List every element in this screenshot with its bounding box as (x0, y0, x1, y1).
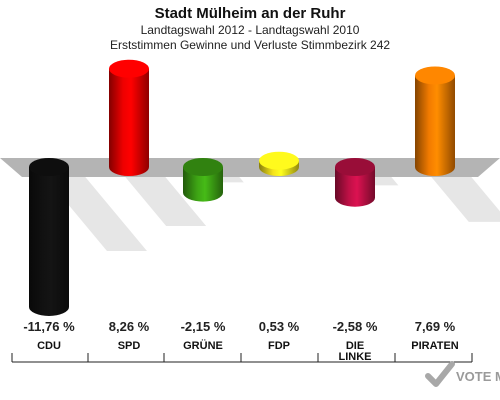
bar-body (415, 75, 455, 176)
chart-subtitle-1: Landtagswahl 2012 - Landtagswahl 2010 (141, 23, 360, 37)
category-label: CDU (37, 340, 61, 352)
bar-shadow (423, 167, 500, 222)
category-label: SPD (118, 340, 141, 352)
bar-cdu (29, 158, 69, 316)
category-label: FDP (268, 340, 290, 352)
vote-manager-logo: VOTE MANAGER (425, 361, 500, 387)
chart-subtitle-2: Erststimmen Gewinne und Verluste Stimmbe… (110, 38, 390, 52)
bar-shadow (117, 167, 207, 226)
bar-grüne (183, 158, 223, 202)
bar-body (109, 68, 149, 176)
value-label: 7,69 % (415, 319, 456, 334)
value-label: 0,53 % (259, 319, 300, 334)
bar-body (183, 167, 223, 202)
bar-body (335, 167, 375, 207)
bar-die-linke (335, 158, 375, 207)
value-label: -11,76 % (23, 319, 75, 334)
value-label: -2,15 % (181, 319, 226, 334)
category-label: PIRATEN (411, 340, 459, 352)
bar-cap (183, 158, 223, 176)
chart-title: Stadt Mülheim an der Ruhr (155, 5, 346, 22)
plot-area: -11,76 % 8,26 % -2,15 % 0,53 % -2,58 % 7,69 %… (0, 59, 500, 363)
bar-spd (109, 59, 149, 176)
logo-text: VOTE MANAGER (456, 369, 500, 384)
bar-body (29, 167, 69, 316)
category-label: LINKE (339, 351, 372, 363)
bar-cap (259, 151, 299, 170)
category-label: GRÜNE (183, 339, 223, 352)
bar-cap (415, 66, 455, 85)
bar-cap (29, 158, 69, 176)
value-label: 8,26 % (109, 319, 150, 334)
bar-cap (335, 158, 375, 176)
category-label: DIE (346, 340, 364, 352)
checkmark-icon (425, 361, 455, 387)
bar-piraten (415, 66, 455, 176)
bar-cap (109, 59, 149, 78)
bar-fdp (259, 151, 299, 176)
value-label: -2,58 % (333, 319, 378, 334)
